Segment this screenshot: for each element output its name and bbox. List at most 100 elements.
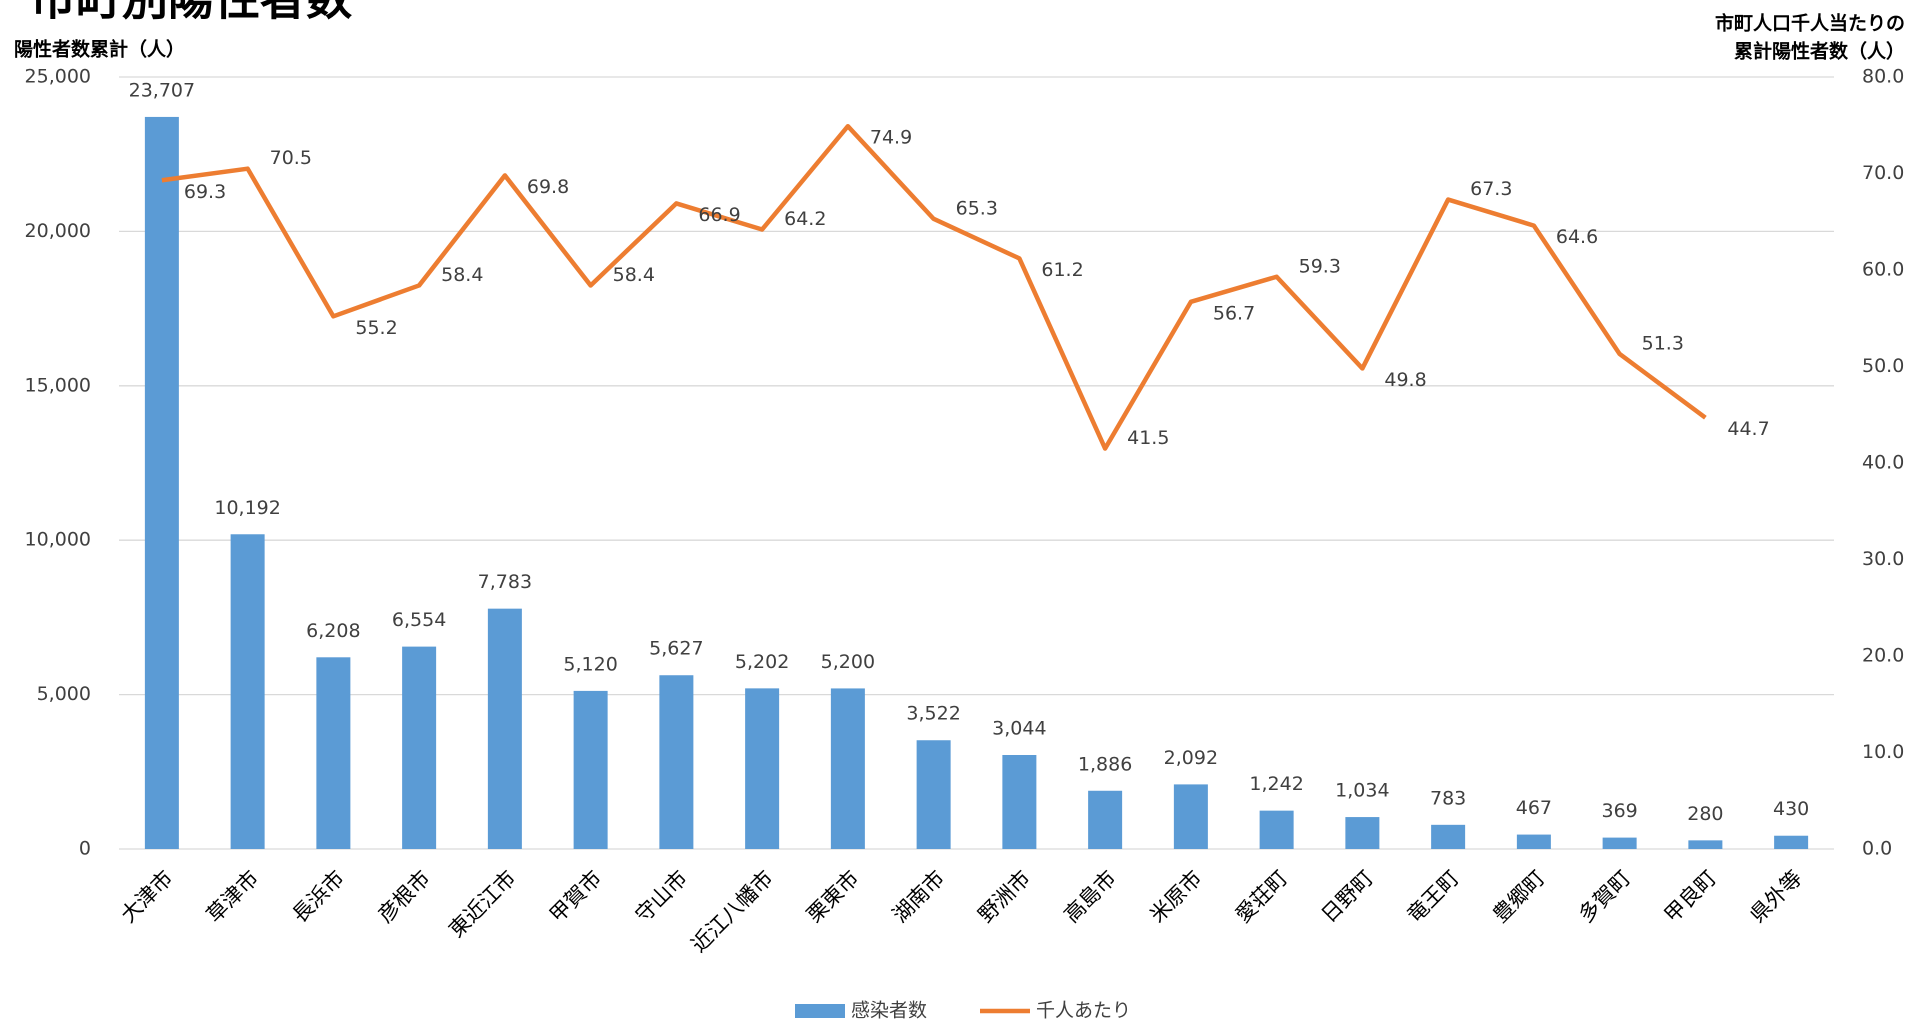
bar — [1259, 810, 1294, 849]
bar-value-label: 3,044 — [992, 718, 1046, 740]
line-value-label: 49.8 — [1384, 369, 1426, 391]
bar-value-label: 1,886 — [1078, 753, 1132, 775]
x-tick-label: 多賀町 — [1574, 866, 1636, 928]
line-value-label: 41.5 — [1127, 427, 1169, 449]
bar — [402, 646, 437, 849]
x-tick-label: 甲賀市 — [545, 866, 607, 928]
line — [161, 123, 1707, 451]
bar — [1088, 790, 1123, 849]
bar — [316, 657, 351, 849]
y-tick-label: 15,000 — [25, 374, 91, 396]
x-tick-label: 大津市 — [116, 866, 178, 928]
x-tick-label: 竜王町 — [1402, 866, 1464, 928]
bar — [830, 688, 865, 849]
legend-swatch — [795, 1004, 845, 1018]
bar — [1602, 837, 1637, 849]
bar — [230, 534, 265, 849]
y2-tick-label: 70.0 — [1862, 162, 1904, 184]
y-tick-label: 5,000 — [37, 683, 91, 705]
bar — [487, 608, 522, 849]
x-tick-label: 栗東市 — [802, 866, 864, 928]
y2-tick-label: 0.0 — [1862, 838, 1892, 860]
y2-tick-label: 40.0 — [1862, 452, 1904, 474]
bar-value-label: 7,783 — [478, 571, 532, 593]
y2-tick-label: 80.0 — [1862, 66, 1904, 88]
line-value-label: 69.3 — [184, 181, 226, 203]
bar-value-label: 6,554 — [392, 609, 446, 631]
line-value-label: 74.9 — [870, 127, 912, 149]
bar-value-label: 5,202 — [735, 651, 789, 673]
bar — [144, 116, 179, 849]
y2-axis-label: 市町人口千人当たりの — [1715, 12, 1905, 35]
bar-value-label: 23,707 — [129, 79, 195, 101]
bar-value-label: 280 — [1687, 803, 1723, 825]
line-value-label: 70.5 — [270, 147, 312, 169]
y-tick-label: 10,000 — [25, 529, 91, 551]
line-value-label: 58.4 — [441, 264, 483, 286]
x-tick-label: 長浜市 — [288, 866, 350, 928]
bar-value-label: 2,092 — [1164, 747, 1218, 769]
bar-value-label: 369 — [1601, 800, 1637, 822]
y-tick-label: 20,000 — [25, 220, 91, 242]
line-value-label: 56.7 — [1213, 302, 1255, 324]
y2-tick-label: 20.0 — [1862, 645, 1904, 667]
x-tick-label: 愛荘町 — [1231, 866, 1293, 928]
y2-axis-label: 累計陽性者数（人） — [1734, 40, 1905, 63]
x-tick-label: 甲良町 — [1660, 866, 1722, 928]
bar — [1345, 817, 1380, 849]
bar-value-label: 467 — [1516, 797, 1552, 819]
line-value-label: 51.3 — [1642, 332, 1684, 354]
x-tick-label: 野洲市 — [974, 866, 1036, 928]
x-tick-label: 県外等 — [1745, 866, 1807, 928]
line-value-label: 67.3 — [1470, 178, 1512, 200]
y2-tick-label: 30.0 — [1862, 548, 1904, 570]
bar-value-label: 6,208 — [306, 620, 360, 642]
bar — [1431, 824, 1466, 849]
bar — [1173, 784, 1208, 849]
bar-value-label: 783 — [1430, 787, 1466, 809]
legend-label: 千人あたり — [1036, 1000, 1131, 1022]
x-tick-label: 彦根市 — [373, 866, 435, 928]
bar — [659, 675, 694, 849]
bar — [916, 740, 951, 849]
bar-value-label: 5,200 — [821, 651, 875, 673]
x-tick-label: 豊郷町 — [1488, 866, 1550, 928]
bar-value-label: 1,034 — [1335, 780, 1389, 802]
line-value-label: 61.2 — [1041, 259, 1083, 281]
bar-value-label: 5,627 — [649, 638, 703, 660]
x-tick-label: 米原市 — [1145, 866, 1207, 928]
line-value-label: 64.2 — [784, 208, 826, 230]
y-tick-label: 0 — [79, 838, 91, 860]
bar-value-label: 3,522 — [906, 703, 960, 725]
line-value-label: 44.7 — [1727, 418, 1769, 440]
bar — [1516, 834, 1551, 849]
chart-title: 市町別陽性者数 — [30, 0, 352, 26]
line-value-label: 66.9 — [698, 204, 740, 226]
x-tick-label: 草津市 — [202, 866, 264, 928]
y-tick-label: 25,000 — [25, 66, 91, 88]
bar — [745, 688, 780, 849]
bar — [1002, 755, 1037, 849]
line-value-label: 64.6 — [1556, 226, 1598, 248]
bar-value-label: 430 — [1773, 798, 1809, 820]
x-tick-label: 守山市 — [631, 866, 693, 928]
x-tick-label: 高島市 — [1059, 866, 1121, 928]
bar-value-label: 10,192 — [214, 497, 280, 519]
line-value-label: 65.3 — [956, 197, 998, 219]
y2-tick-label: 50.0 — [1862, 355, 1904, 377]
x-tick-label: 東近江市 — [444, 866, 520, 942]
x-tick-label: 湖南市 — [888, 866, 950, 928]
line-value-label: 59.3 — [1299, 255, 1341, 277]
line-value-label: 55.2 — [355, 317, 397, 339]
bar — [1688, 840, 1723, 849]
bar-value-label: 1,242 — [1249, 773, 1303, 795]
y2-tick-label: 10.0 — [1862, 741, 1904, 763]
bar-value-label: 5,120 — [563, 653, 617, 675]
y2-tick-label: 60.0 — [1862, 259, 1904, 281]
legend-label: 感染者数 — [851, 1000, 927, 1022]
line-value-label: 69.8 — [527, 176, 569, 198]
bar — [573, 690, 608, 849]
x-tick-label: 近江八幡市 — [687, 866, 778, 957]
bar — [1774, 835, 1809, 849]
